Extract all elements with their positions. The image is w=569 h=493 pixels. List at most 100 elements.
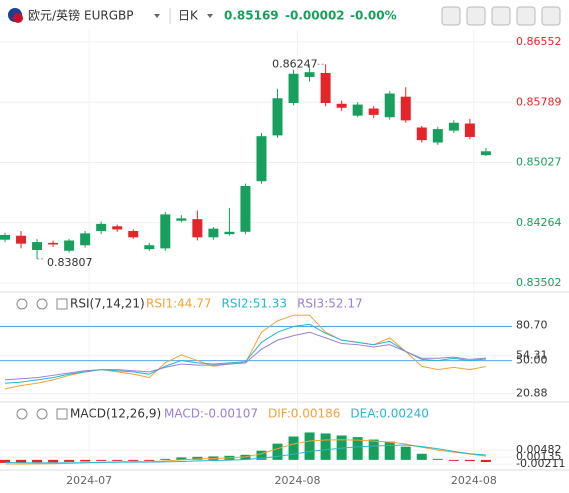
candle-body xyxy=(416,127,427,141)
candle-body xyxy=(368,108,379,115)
indicator-line xyxy=(4,444,486,464)
macd-bar xyxy=(48,459,59,463)
dropdown-arrow[interactable] xyxy=(207,14,213,18)
candle-body xyxy=(144,245,155,250)
y-tick-label: 50.00 xyxy=(516,354,548,367)
candle-body xyxy=(304,72,315,77)
tool-button[interactable] xyxy=(541,6,561,26)
change: -0.00002 xyxy=(285,9,345,23)
y-tick-label: 0.86552 xyxy=(516,35,562,48)
macd-bar xyxy=(288,436,299,460)
period[interactable]: 日K xyxy=(178,9,199,23)
y-tick-label: 0.85027 xyxy=(516,156,562,169)
macd-bar xyxy=(80,459,91,462)
candle-body xyxy=(480,151,491,156)
dropdown-arrow[interactable] xyxy=(154,14,160,18)
macd-bar xyxy=(128,459,139,461)
y-tick-label: 20.88 xyxy=(516,387,548,400)
macd-bar xyxy=(272,443,283,460)
macd-bar xyxy=(256,450,267,460)
y-tick-label: 54.31 xyxy=(516,349,548,362)
eye-icon[interactable] xyxy=(16,298,28,310)
tool-button[interactable] xyxy=(466,6,486,26)
candle-body xyxy=(64,240,75,251)
candle-body xyxy=(448,122,459,131)
candle-body xyxy=(48,242,59,245)
tool-button[interactable] xyxy=(516,6,536,26)
candle-body xyxy=(112,226,123,230)
y-tick-label: 0.83502 xyxy=(516,276,562,289)
macd-bar xyxy=(32,459,43,463)
candle-body xyxy=(256,136,267,182)
macd-bar xyxy=(352,437,363,460)
macd-bar xyxy=(16,459,27,463)
x-tick-label: 2024-08 xyxy=(275,474,321,487)
legend-entry: MACD:-0.00107 xyxy=(164,407,258,421)
candle-body xyxy=(192,219,203,238)
macd-title: MACD(12,26,9) xyxy=(70,407,161,421)
candle-body xyxy=(224,231,235,235)
macd-bar xyxy=(464,459,475,462)
macd-bar xyxy=(480,459,491,463)
price: 0.85169 xyxy=(224,9,279,23)
macd-bar xyxy=(192,456,203,460)
candle-body xyxy=(0,234,10,240)
low-annotation: 0.83807 xyxy=(47,256,92,269)
legend-entry: RSI3:52.17 xyxy=(297,297,363,311)
macd-bar xyxy=(432,458,443,460)
change-pct: -0.00% xyxy=(350,9,397,23)
x-tick-label: 2024-07 xyxy=(66,474,112,487)
settings-icon[interactable] xyxy=(36,298,48,310)
candle-body xyxy=(288,73,299,104)
add-icon[interactable] xyxy=(56,408,68,420)
candle-body xyxy=(272,98,283,136)
macd-bar xyxy=(400,446,411,460)
macd-bar xyxy=(240,454,251,460)
candle-body xyxy=(80,233,91,246)
y-tick-label: 80.70 xyxy=(516,319,548,332)
y-tick-label: 0.00482 xyxy=(516,443,562,456)
candle-body xyxy=(176,218,187,221)
candle-body xyxy=(32,242,43,250)
candle-body xyxy=(208,228,219,238)
symbol[interactable]: EURGBP xyxy=(84,9,133,23)
y-tick-label: -0.00211 xyxy=(516,457,565,470)
candle-body xyxy=(160,214,171,249)
macd-bar xyxy=(112,459,123,461)
y-tick-label: 0.85789 xyxy=(516,95,562,108)
high-annotation: 0.86247 xyxy=(272,57,318,70)
legend-entry: RSI2:51.33 xyxy=(222,297,288,311)
macd-bar xyxy=(176,457,187,460)
flag-icon xyxy=(13,13,23,23)
candle-body xyxy=(16,235,27,244)
candle-body xyxy=(352,104,363,116)
candle-body xyxy=(240,185,251,232)
candle-body xyxy=(384,93,395,118)
candle-body xyxy=(320,72,331,104)
macd-bar xyxy=(304,432,315,460)
macd-bar xyxy=(384,441,395,460)
add-icon[interactable] xyxy=(56,298,68,310)
legend-entry: DIF:0.00186 xyxy=(268,407,340,421)
candle-body xyxy=(464,123,475,137)
settings-icon[interactable] xyxy=(36,408,48,420)
macd-bar xyxy=(416,453,427,460)
macd-bar xyxy=(160,458,171,460)
x-tick-label: 2024-08 xyxy=(451,474,497,487)
candle-body xyxy=(96,223,107,232)
y-tick-label: 0.84264 xyxy=(516,216,562,229)
eye-icon[interactable] xyxy=(16,408,28,420)
rsi-title: RSI(7,14,21) xyxy=(70,297,145,311)
legend-entry: RSI1:44.77 xyxy=(146,297,212,311)
tool-button[interactable] xyxy=(441,6,461,26)
tool-button[interactable] xyxy=(491,6,511,26)
legend-entry: DEA:0.00240 xyxy=(350,407,429,421)
candle-body xyxy=(336,103,347,108)
macd-bar xyxy=(448,459,459,461)
macd-bar xyxy=(0,459,10,463)
macd-bar xyxy=(64,459,75,462)
pair-name: 欧元/英镑 xyxy=(28,8,80,23)
macd-bar xyxy=(96,459,107,461)
candle-body xyxy=(432,129,443,143)
